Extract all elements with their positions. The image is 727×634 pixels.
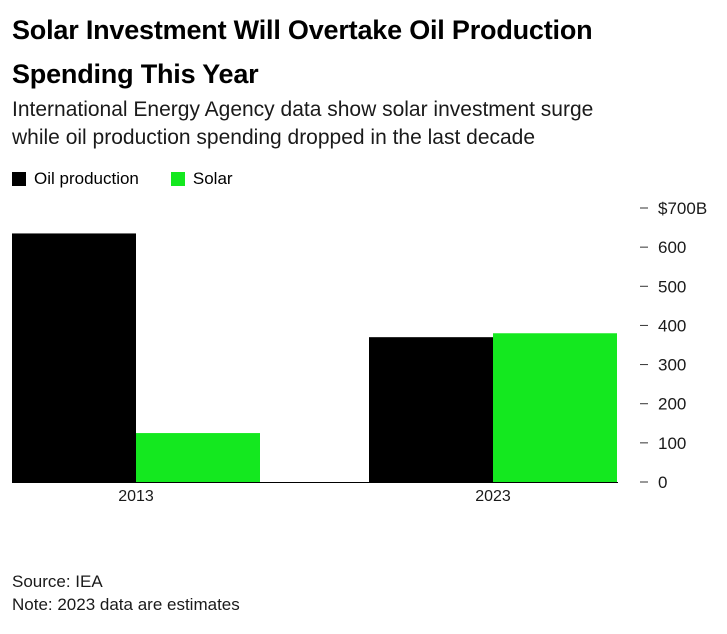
legend-swatch-oil <box>12 172 26 186</box>
y-tick-label-0: 0 <box>658 473 667 492</box>
y-tick-label-200: 200 <box>658 395 686 414</box>
chart-title-line-2: Spending This Year <box>12 59 259 89</box>
estimate-note: Note: 2023 data are estimates <box>12 595 240 614</box>
y-tick-label-600: 600 <box>658 238 686 257</box>
legend: Oil production Solar <box>12 168 265 190</box>
bar-oil-2013 <box>12 233 136 482</box>
chart-footer: Source: IEA Note: 2023 data are estimate… <box>12 570 240 616</box>
x-tick-label-2023: 2023 <box>475 488 511 505</box>
x-tick-label-2013: 2013 <box>118 488 154 505</box>
bar-solar-2023 <box>493 333 617 482</box>
chart-title-line-1: Solar Investment Will Overtake Oil Produ… <box>12 15 593 45</box>
legend-swatch-solar <box>170 172 185 186</box>
bar-solar-2013 <box>136 433 260 482</box>
legend-label-solar: Solar <box>192 169 233 188</box>
bar-chart: 2013 2023 0 100 200 300 400 500 600 $700B <box>12 199 707 505</box>
y-tick-label-700: $700B <box>658 199 707 218</box>
chart-subtitle: International Energy Agency data show so… <box>12 96 712 152</box>
legend-label-oil: Oil production <box>34 169 139 188</box>
chart-subtitle-line-2: while oil production spending dropped in… <box>12 126 536 149</box>
y-tick-label-100: 100 <box>658 434 686 453</box>
legend-item-oil: Oil production <box>12 169 139 189</box>
y-tick-label-300: 300 <box>658 356 686 375</box>
chart-subtitle-line-1: International Energy Agency data show so… <box>12 98 594 121</box>
chart-title: Solar Investment Will Overtake Oil Produ… <box>12 8 712 96</box>
source-note: Source: IEA <box>12 572 103 591</box>
y-tick-label-400: 400 <box>658 316 686 335</box>
bar-oil-2023 <box>369 337 493 482</box>
legend-item-solar: Solar <box>170 169 233 189</box>
y-tick-label-500: 500 <box>658 277 686 296</box>
